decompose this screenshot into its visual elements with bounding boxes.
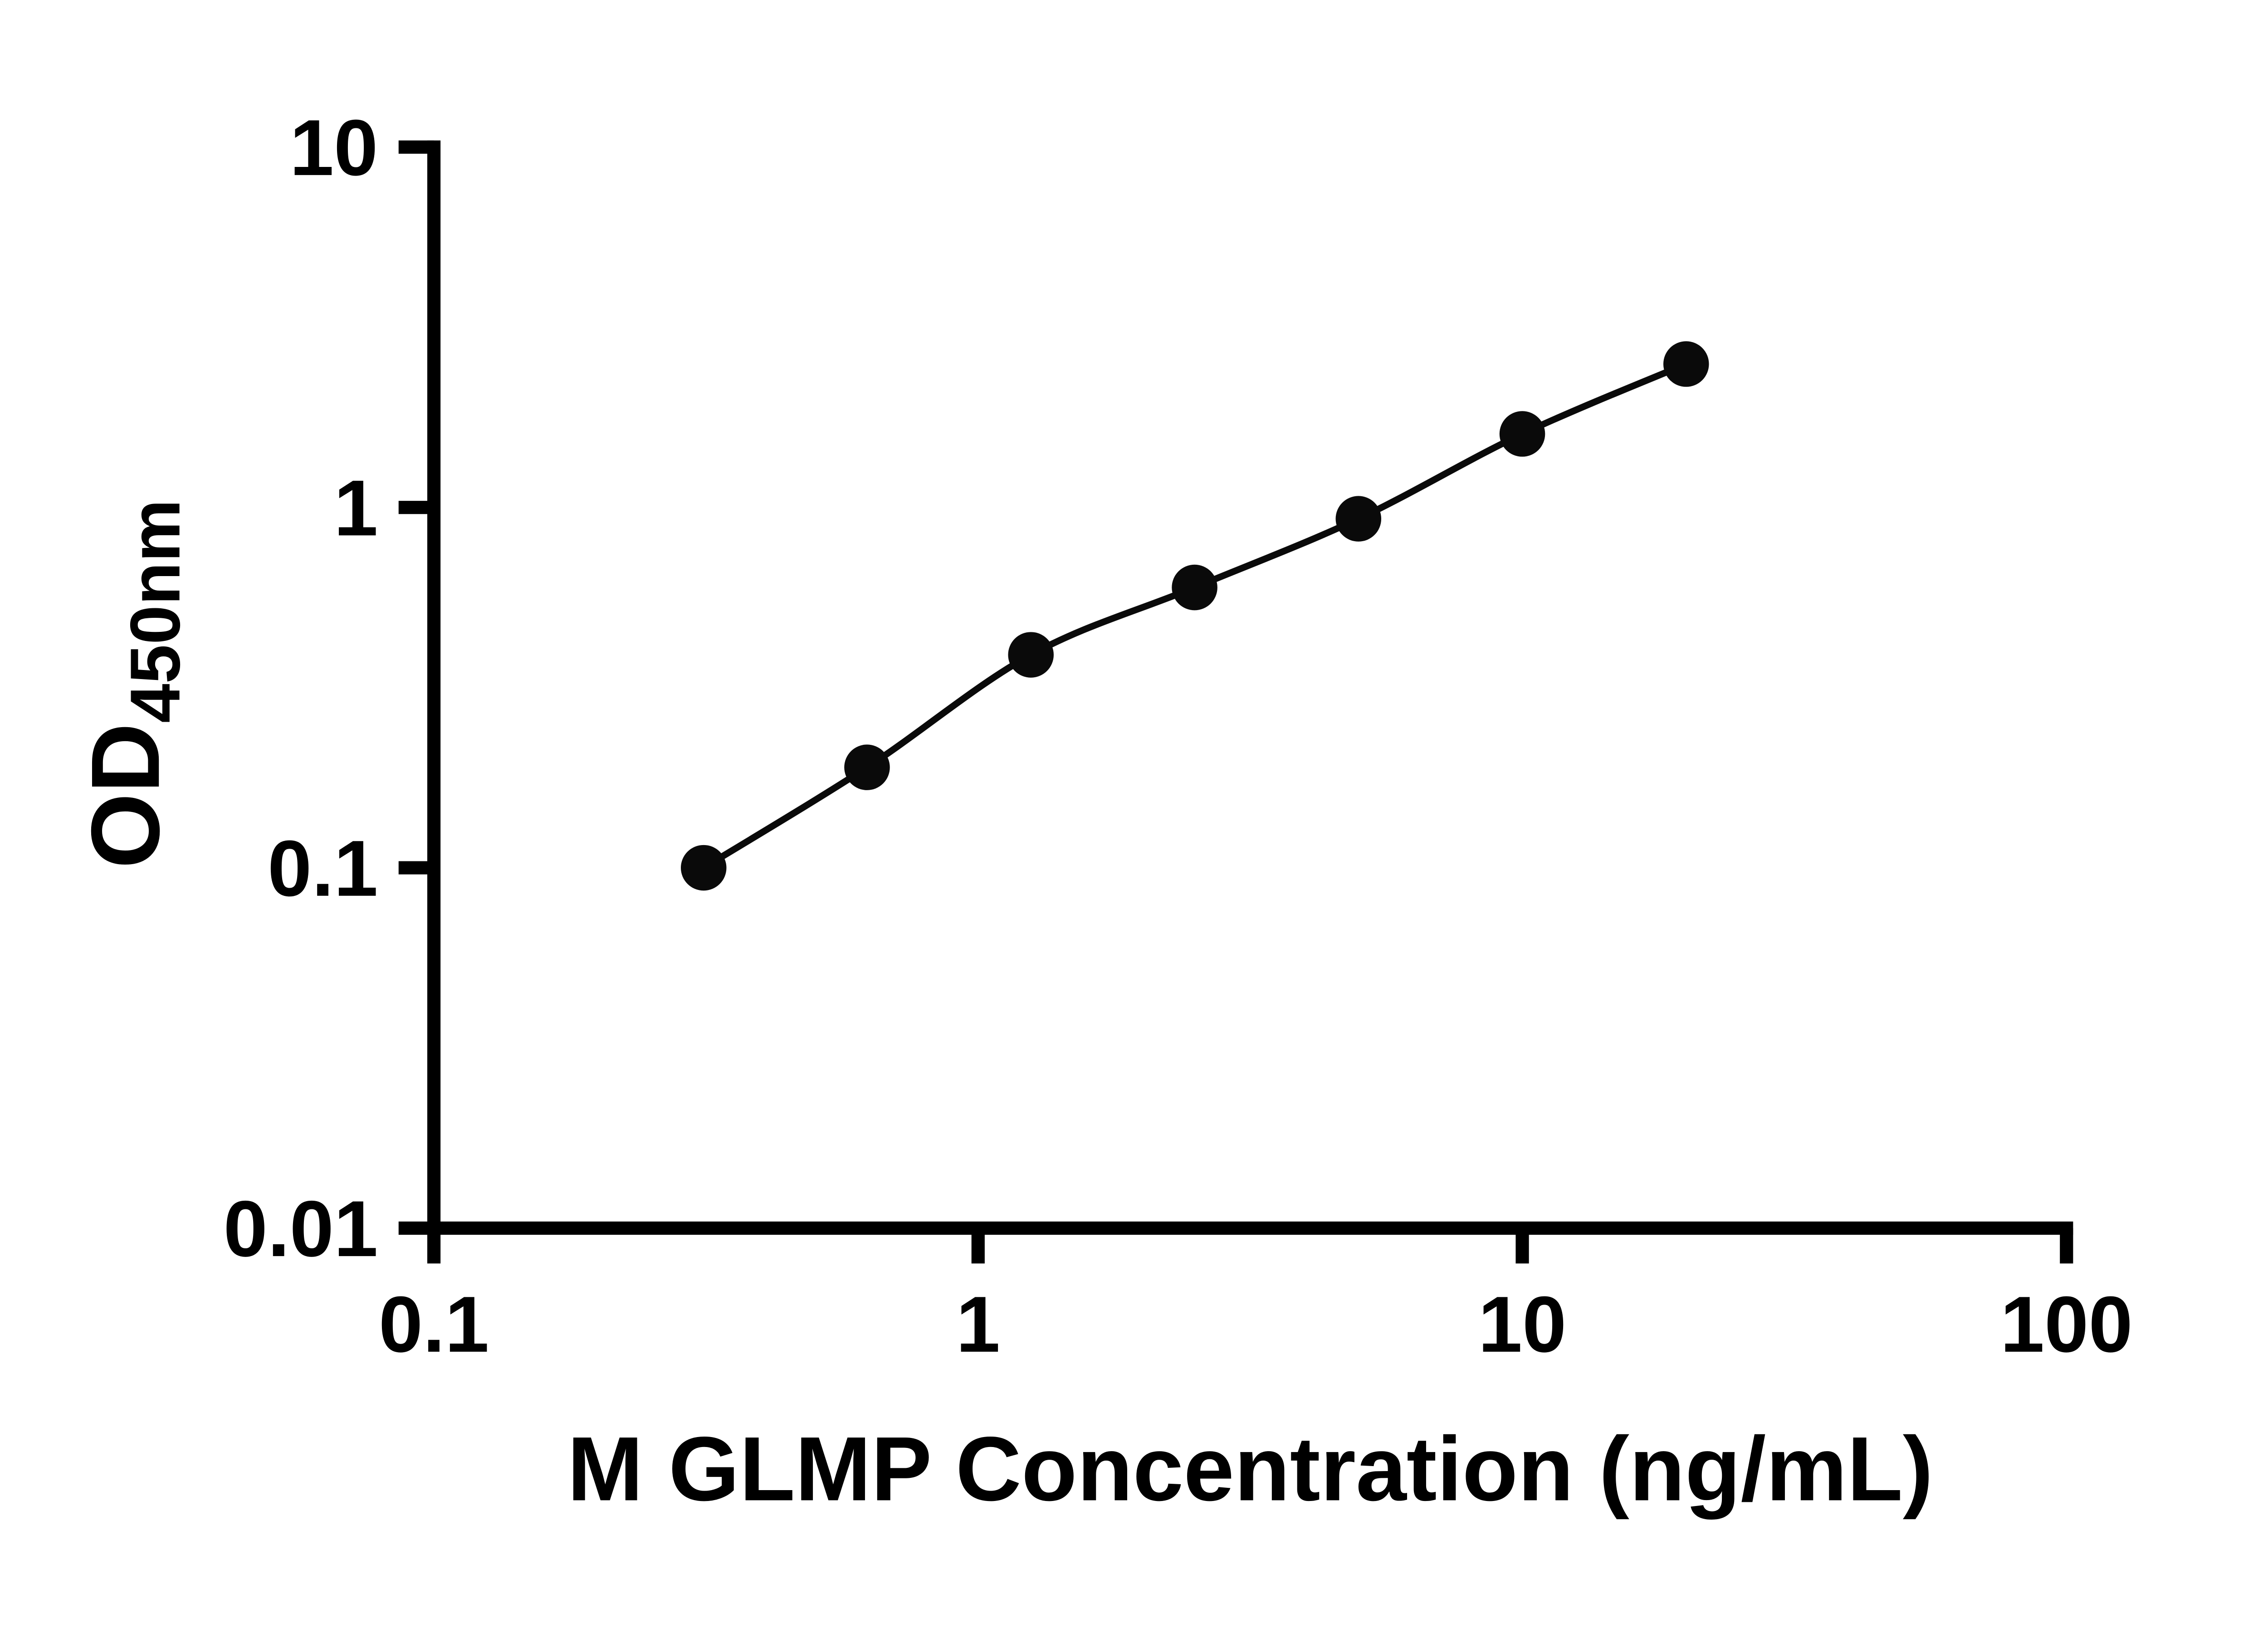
y-tick-label: 0.1 <box>268 824 378 913</box>
x-ticks <box>427 1228 2073 1264</box>
data-points <box>680 341 1709 891</box>
data-point <box>680 845 727 891</box>
y-tick-labels: 0.01 0.1 1 10 <box>224 103 378 1273</box>
data-point <box>1335 496 1382 542</box>
x-tick-label: 1 <box>956 1280 1000 1369</box>
y-tick-label: 1 <box>334 464 378 552</box>
x-axis-title: M GLMP Concentration (ng/mL) <box>567 1418 1933 1520</box>
data-point <box>1008 632 1054 678</box>
x-tick-label: 100 <box>2000 1280 2133 1369</box>
y-axis: 0.01 0.1 1 10 <box>224 103 441 1273</box>
data-point <box>1663 341 1709 387</box>
x-tick-label: 10 <box>1478 1280 1567 1369</box>
data-point <box>844 744 890 790</box>
y-axis-title: OD450nm <box>71 499 194 869</box>
x-axis: 0.1 1 10 100 <box>379 1221 2133 1369</box>
y-tick-label: 0.01 <box>224 1184 378 1273</box>
y-axis-title-main: OD <box>71 723 180 869</box>
y-axis-title-sub: 450nm <box>116 499 195 723</box>
y-tick-label: 10 <box>290 103 378 192</box>
elisa-standard-curve-figure: 0.01 0.1 1 10 0.1 1 10 100 M GLMP Concentratio… <box>71 103 2133 1520</box>
data-point <box>1172 564 1217 611</box>
x-tick-label: 0.1 <box>379 1280 489 1369</box>
x-tick-labels: 0.1 1 10 100 <box>379 1280 2133 1369</box>
data-point <box>1499 411 1545 457</box>
